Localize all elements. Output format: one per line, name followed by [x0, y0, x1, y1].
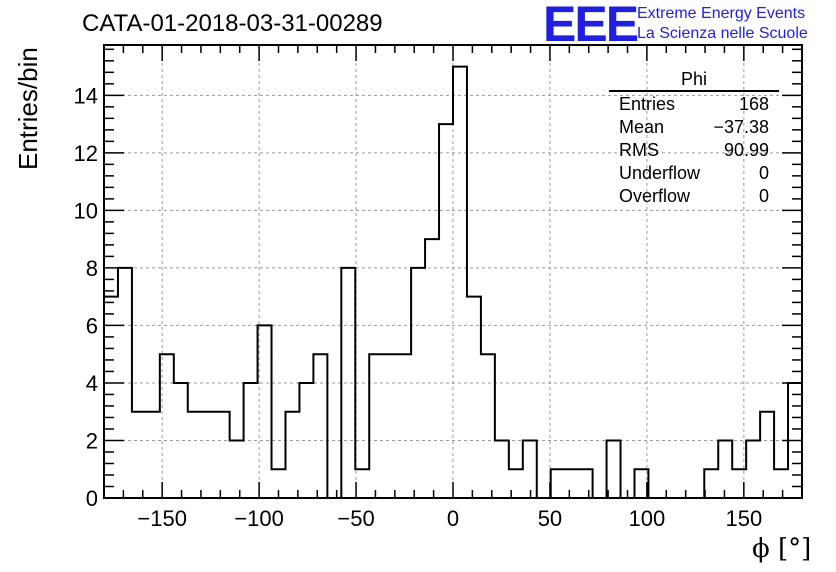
stats-label: Entries [619, 94, 676, 114]
x-tick-label: 150 [725, 506, 762, 531]
y-tick-label: 4 [86, 371, 98, 396]
x-tick-label: −100 [234, 506, 284, 531]
x-tick-label: −150 [137, 506, 187, 531]
y-tick-labels: 0 2 4 6 8 10 12 14 [74, 83, 98, 511]
stats-value: 0 [758, 186, 769, 206]
logo-line-2: La Scienza nelle Scuole [637, 25, 808, 42]
stats-row-entries: Entries 168 [609, 93, 779, 116]
stats-value: −37.38 [713, 117, 769, 137]
stats-value: 90.99 [723, 140, 769, 160]
y-tick-label: 2 [86, 428, 98, 453]
y-tick-label: 12 [74, 141, 98, 166]
y-tick-label: 0 [86, 486, 98, 511]
eee-logo: EEE [543, 0, 639, 52]
x-tick-label: 0 [447, 506, 459, 531]
stats-label: Underflow [619, 163, 701, 183]
x-tick-label: 100 [629, 506, 666, 531]
y-axis-label: Entries/bin [13, 47, 43, 170]
stats-title: Phi [609, 68, 779, 92]
stats-row-overflow: Overflow 0 [609, 185, 779, 208]
stats-label: Overflow [619, 186, 691, 206]
y-tick-label: 14 [74, 83, 98, 108]
logo-line-1: Extreme Energy Events [637, 5, 806, 22]
chart-title: CATA-01-2018-03-31-00289 [82, 10, 383, 37]
axis-ticks [103, 45, 803, 499]
stats-label: RMS [619, 140, 659, 160]
stats-box: Phi Entries 168 Mean −37.38 RMS 90.99 Un… [609, 68, 779, 208]
stats-row-mean: Mean −37.38 [609, 116, 779, 139]
x-tick-labels: −150 −100 −50 0 50 100 150 [137, 506, 762, 531]
x-axis-label: ϕ [°] [752, 534, 812, 564]
y-tick-label: 8 [86, 256, 98, 281]
stats-row-underflow: Underflow 0 [609, 162, 779, 185]
y-tick-label: 10 [74, 198, 98, 223]
stats-value: 0 [758, 163, 769, 183]
y-tick-label: 6 [86, 313, 98, 338]
stats-label: Mean [619, 117, 665, 137]
stats-row-rms: RMS 90.99 [609, 139, 779, 162]
stats-value: 168 [738, 94, 769, 114]
x-tick-label: 50 [538, 506, 562, 531]
x-tick-label: −50 [337, 506, 374, 531]
